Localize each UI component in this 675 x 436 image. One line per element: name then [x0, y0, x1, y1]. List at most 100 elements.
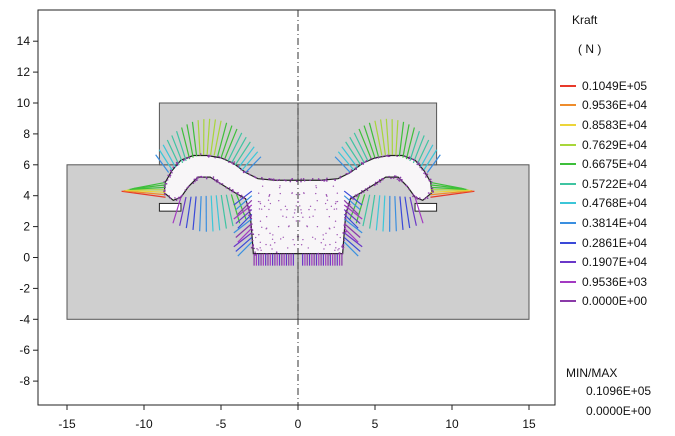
mesh-node-230	[430, 180, 433, 183]
mesh-node-134	[398, 178, 401, 180]
mesh-node-214	[396, 155, 398, 157]
mesh-node-193	[194, 180, 196, 183]
legend-unit: ( N )	[578, 42, 602, 56]
mesh-node-364	[300, 209, 302, 211]
mesh-node-200	[404, 155, 406, 158]
mesh-node-243	[247, 205, 250, 208]
force-vector-88	[343, 232, 363, 248]
mesh-node-95	[182, 159, 185, 162]
x-tick-label-6: 15	[522, 417, 536, 431]
mesh-node-181	[196, 178, 198, 180]
mesh-node-189	[216, 178, 218, 181]
mesh-node-281	[248, 206, 251, 209]
mesh-node-313	[268, 208, 270, 211]
legend-entry: 0.7629E+04	[560, 135, 670, 155]
mesh-node-279	[240, 168, 242, 171]
mesh-node-195	[266, 253, 268, 255]
mesh-node-10	[418, 162, 420, 165]
mesh-node-171	[250, 224, 252, 226]
y-axis-ticks: 14 12 10 8 6 4 2 0 -2 -4 -6 -8	[17, 34, 38, 388]
force-vector-36	[412, 135, 425, 164]
mesh-node-27	[186, 157, 189, 160]
mesh-node-332	[323, 248, 325, 250]
mesh-node-414	[326, 195, 328, 198]
force-vector-28	[398, 121, 405, 157]
mesh-node-211	[196, 179, 198, 182]
mesh-node-240	[419, 198, 421, 200]
mesh-node-396	[328, 216, 331, 218]
mesh-node-107	[169, 169, 172, 172]
legend-entry: 0.1049E+05	[560, 76, 670, 96]
mesh-node-117	[218, 155, 220, 158]
legend-swatch	[560, 182, 576, 185]
y-tick-label-5: 4	[23, 189, 30, 203]
force-vector-27	[197, 120, 201, 156]
mesh-node-175	[167, 174, 170, 177]
mesh-node-351	[272, 234, 274, 236]
force-vectors	[121, 118, 475, 266]
legend-label: 0.8583E+04	[582, 117, 648, 132]
mesh-node-90	[390, 177, 392, 180]
force-vector-80	[409, 196, 417, 226]
force-vector-86	[343, 236, 361, 252]
mesh-node-170	[343, 224, 346, 227]
mesh-node-259	[243, 197, 245, 199]
force-vector-5	[238, 146, 255, 168]
force-vector-6	[345, 141, 362, 166]
mesh-node-20	[408, 156, 411, 158]
mesh-node-89	[176, 164, 179, 167]
force-vector-48	[430, 190, 473, 196]
mesh-node-277	[251, 245, 254, 248]
mesh-node-368	[316, 225, 319, 228]
mesh-node-299	[164, 186, 166, 189]
force-vector-14	[363, 125, 376, 158]
mesh-node-359	[287, 247, 289, 249]
mesh-node-341	[279, 185, 281, 187]
mesh-node-348	[320, 242, 322, 244]
mesh-node-76	[424, 173, 427, 176]
mesh-node-306	[339, 236, 341, 239]
mesh-node-75	[214, 156, 216, 159]
mesh-node-361	[257, 200, 260, 203]
mesh-node-221	[193, 178, 196, 181]
mesh-node-13	[169, 174, 172, 177]
x-tick-label-4: 5	[372, 417, 379, 431]
mesh-node-225	[199, 175, 201, 178]
mesh-node-2	[411, 158, 414, 160]
mesh-node-393	[265, 228, 267, 230]
mesh-node-166	[341, 244, 344, 246]
force-vector-76	[399, 196, 404, 231]
mesh-node-235	[163, 181, 166, 183]
force-vector-29	[191, 121, 198, 157]
mesh-node-253	[177, 197, 180, 200]
mesh-node-366	[334, 241, 337, 244]
mesh-node-177	[254, 176, 257, 179]
force-vector-62	[355, 194, 366, 224]
x-tick-label-3: 0	[295, 417, 302, 431]
force-vector-69	[215, 195, 221, 231]
mesh-node-342	[332, 185, 335, 187]
mesh-node-410	[334, 202, 337, 205]
legend-swatch	[560, 202, 576, 205]
legend-swatch	[560, 280, 576, 283]
mesh-node-413	[265, 243, 267, 246]
mesh-node-322	[324, 244, 327, 246]
mesh-node-360	[336, 200, 339, 203]
mesh-node-100	[345, 218, 347, 220]
mesh-node-325	[284, 205, 287, 208]
mesh-node-14	[325, 179, 327, 181]
mesh-node-218	[364, 188, 367, 190]
force-vector-84	[343, 241, 359, 257]
legend-swatch	[560, 300, 576, 303]
force-vector-15	[220, 125, 233, 158]
mesh-node-179	[231, 189, 234, 191]
mesh-node-213	[252, 233, 255, 236]
mesh-node-43	[184, 189, 187, 191]
mesh-node-263	[219, 156, 222, 159]
mesh-node-222	[379, 181, 382, 183]
notch-1	[414, 202, 438, 212]
mesh-node-338	[312, 215, 314, 217]
legend-entry: 0.1907E+04	[560, 252, 670, 272]
mesh-node-233	[249, 226, 252, 228]
mesh-node-24	[343, 239, 346, 242]
